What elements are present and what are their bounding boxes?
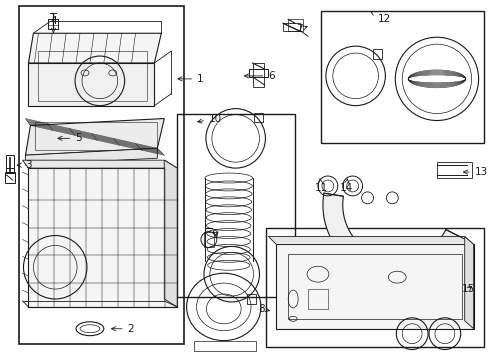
Bar	[321, 12, 484, 143]
Bar	[288, 255, 462, 319]
Bar	[6, 155, 14, 173]
Polygon shape	[25, 118, 164, 155]
Bar	[437, 162, 472, 178]
Text: 4: 4	[50, 16, 57, 32]
Bar	[248, 69, 269, 77]
Text: 7: 7	[296, 24, 307, 34]
Polygon shape	[164, 160, 177, 307]
Bar	[283, 23, 300, 31]
Bar	[5, 172, 15, 183]
Text: 10: 10	[197, 113, 222, 123]
Polygon shape	[28, 63, 154, 105]
Bar	[288, 19, 303, 31]
Polygon shape	[23, 160, 177, 168]
Bar	[35, 122, 157, 150]
Polygon shape	[28, 33, 161, 63]
Bar	[194, 341, 256, 351]
Polygon shape	[465, 237, 474, 329]
Bar	[204, 231, 214, 247]
Polygon shape	[25, 148, 157, 165]
Text: 13: 13	[464, 167, 488, 177]
Bar	[276, 244, 474, 329]
Bar	[252, 63, 265, 87]
Text: 5: 5	[58, 133, 82, 143]
Bar	[253, 113, 264, 122]
Bar	[267, 228, 484, 347]
Text: 11: 11	[315, 179, 328, 193]
Text: 6: 6	[245, 71, 275, 81]
Bar	[19, 6, 184, 343]
Text: 9: 9	[211, 230, 218, 239]
Polygon shape	[269, 237, 474, 244]
Bar	[38, 51, 147, 101]
Text: 3: 3	[17, 160, 32, 170]
Text: 2: 2	[112, 324, 134, 334]
Polygon shape	[323, 193, 464, 279]
Text: 8: 8	[259, 304, 270, 314]
Bar	[49, 19, 58, 29]
Polygon shape	[28, 168, 177, 307]
Bar	[177, 113, 295, 297]
Bar	[308, 289, 328, 309]
Bar	[372, 49, 382, 59]
Text: 1: 1	[178, 74, 204, 84]
Text: 12: 12	[371, 12, 391, 24]
Bar	[246, 294, 256, 304]
Text: 15: 15	[462, 284, 475, 294]
Text: 14: 14	[340, 179, 353, 193]
